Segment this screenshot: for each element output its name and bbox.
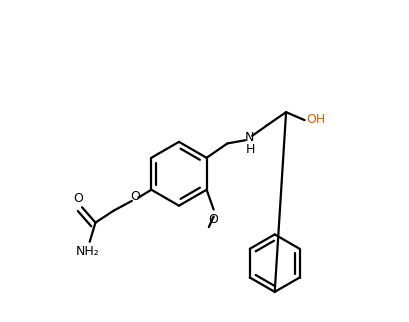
Text: O: O: [209, 213, 218, 226]
Text: N: N: [244, 131, 254, 144]
Text: OH: OH: [306, 113, 325, 126]
Text: O: O: [131, 190, 141, 203]
Text: NH₂: NH₂: [76, 245, 100, 258]
Text: H: H: [245, 143, 255, 156]
Text: O: O: [73, 192, 83, 205]
